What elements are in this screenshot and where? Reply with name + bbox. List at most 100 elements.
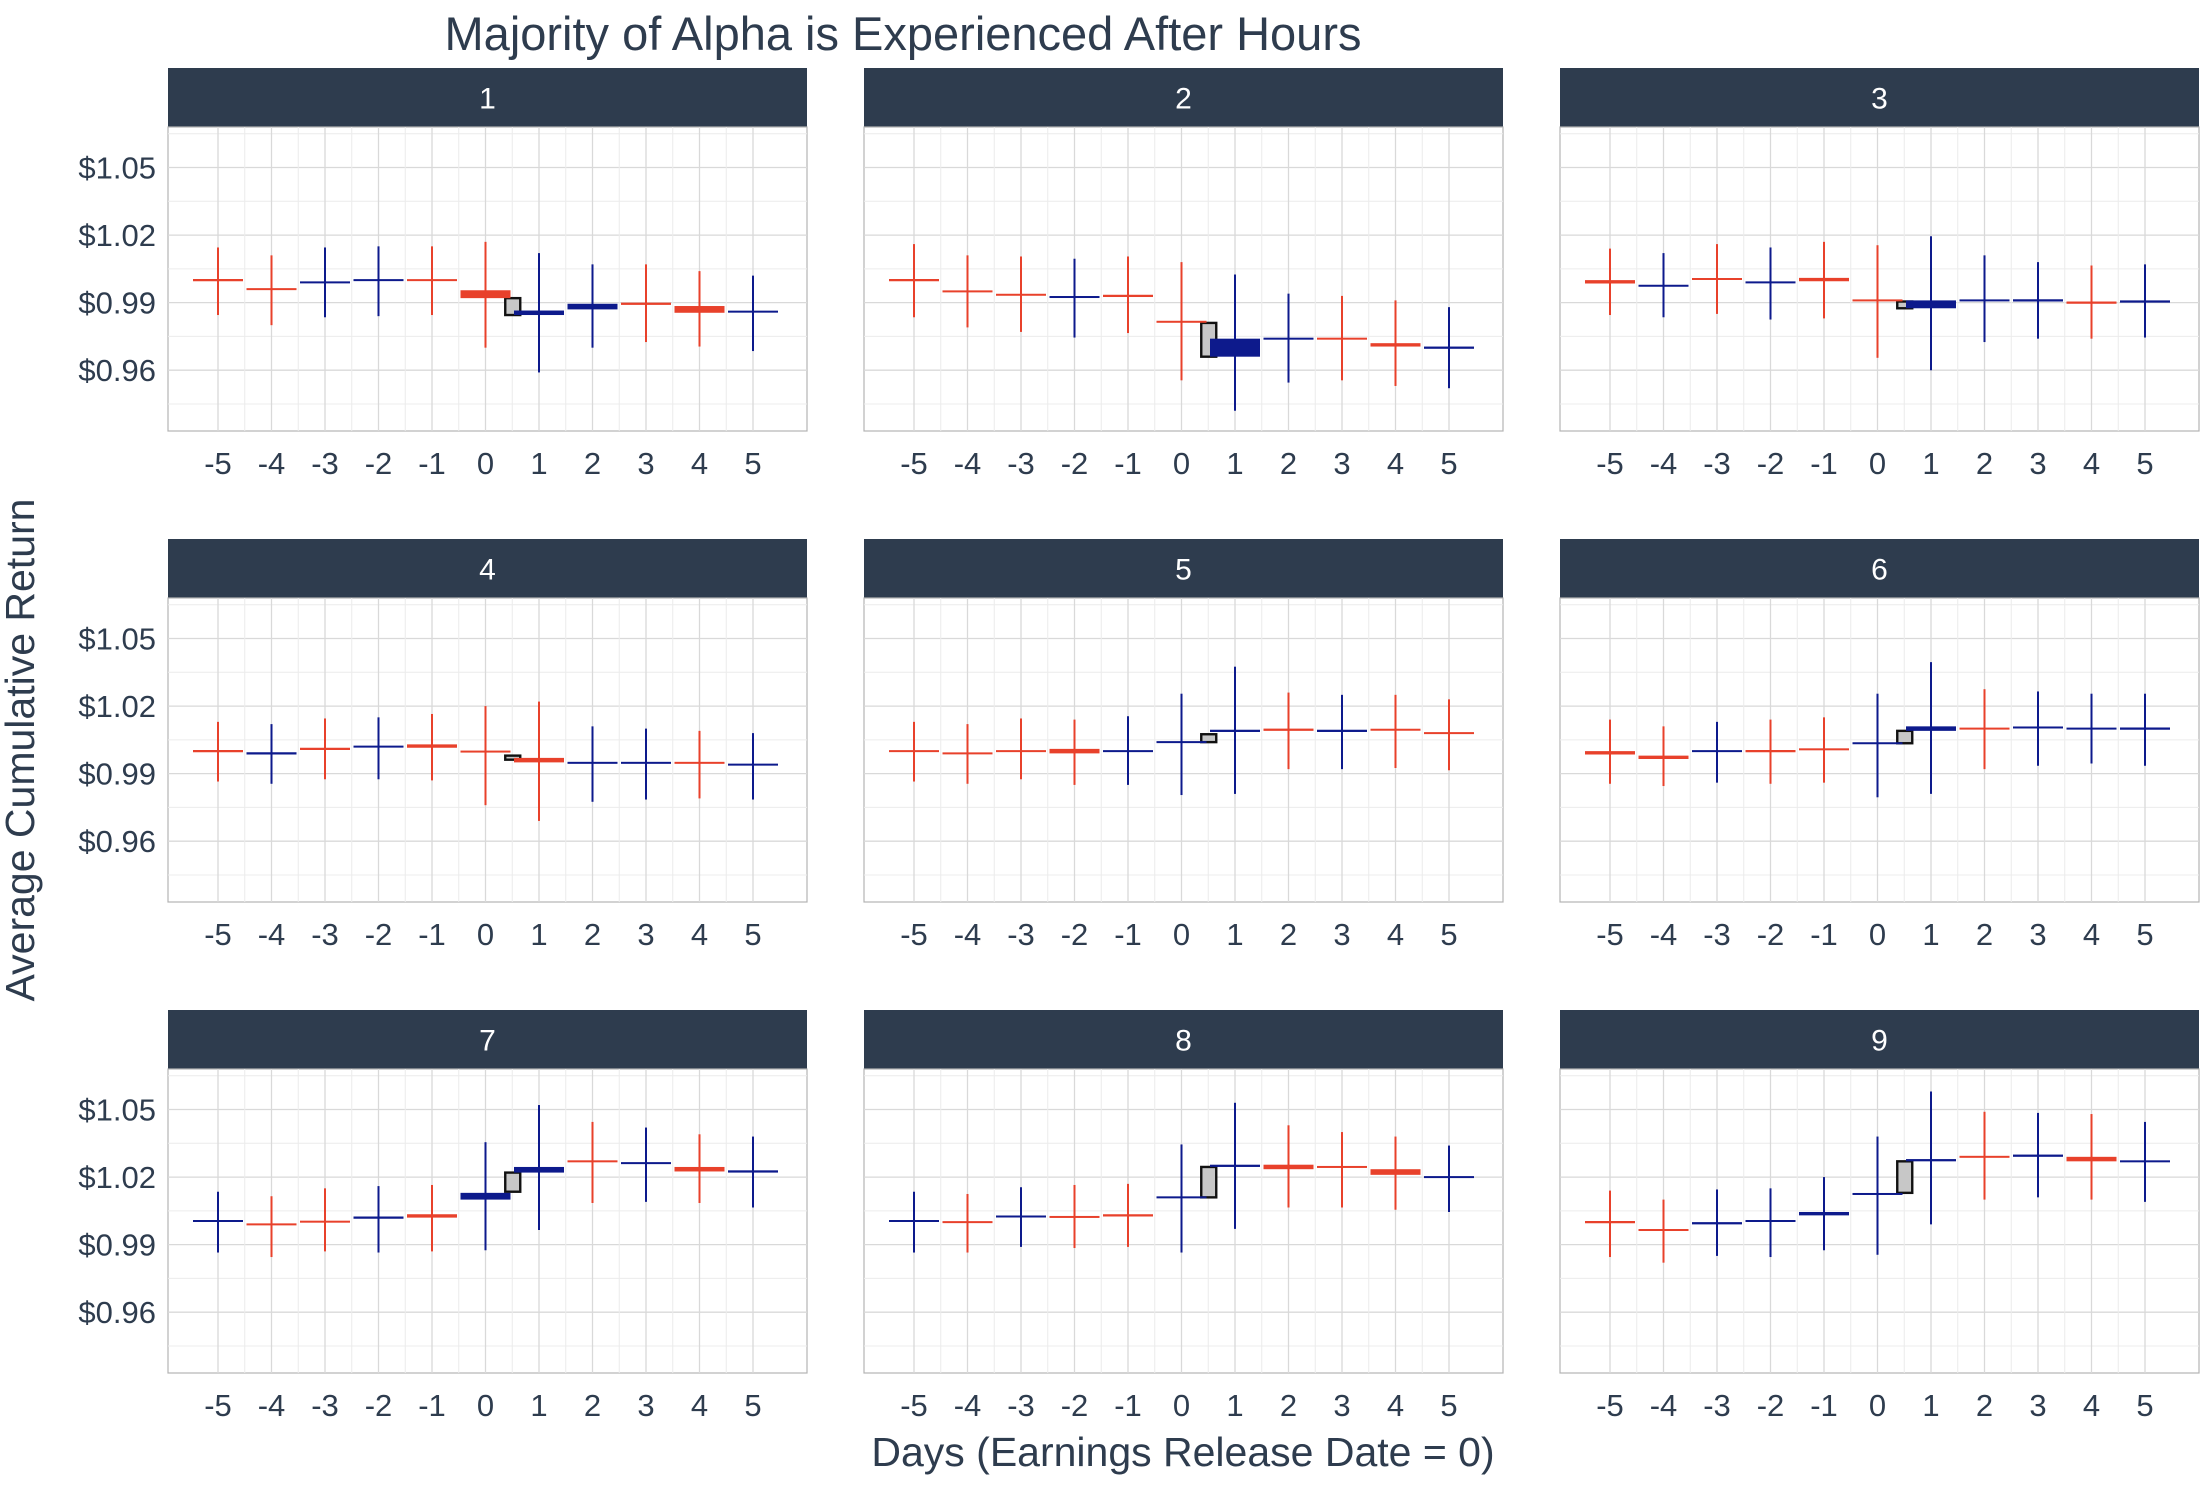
candle-body: [2066, 1156, 2117, 1162]
candle-day--1: [1799, 717, 1849, 783]
facet-strip-label: 4: [479, 554, 496, 587]
candle-day-0: [460, 241, 511, 348]
x-tick-label: 1: [1226, 446, 1243, 481]
x-tick-label: -1: [1114, 917, 1142, 952]
plot-area: [167, 126, 808, 432]
candle-day-0: [1852, 693, 1903, 798]
candle-day-4: [674, 730, 725, 799]
candle-day--3: [996, 256, 1046, 332]
candle-day-1: [1906, 236, 1956, 371]
candle-body: [1317, 337, 1367, 340]
candle-body: [193, 1220, 243, 1222]
x-tick-label: 4: [691, 1388, 708, 1423]
plot-area: [863, 1068, 1504, 1374]
candle-day-5: [728, 1136, 778, 1208]
candle-body: [1049, 296, 1100, 299]
facet-panel-4: 4 $1.05 $1.02 $0.99 $0.96 -5 -4 -3 -2 -1 0 1 2 3 4 5: [78, 539, 808, 952]
x-tick-label: -5: [204, 917, 232, 952]
candle-body: [1585, 1221, 1635, 1224]
candle-day--1: [407, 713, 457, 781]
candle-day--5: [889, 721, 939, 782]
x-tick-label: 0: [477, 917, 494, 952]
candle-day--1: [407, 1184, 457, 1252]
after-hours-gap-box: [1896, 1160, 1914, 1195]
candle-body: [621, 302, 671, 305]
candle-day--4: [942, 1193, 993, 1253]
x-tick-label: 2: [584, 446, 601, 481]
x-tick-label: -1: [1810, 917, 1838, 952]
candle-day--1: [1103, 716, 1153, 785]
candle-day--1: [1103, 256, 1153, 334]
candle-day-5: [1424, 1145, 1474, 1212]
plot-area: [1559, 1068, 2200, 1374]
x-tick-label: -3: [1007, 1388, 1035, 1423]
candle-body: [1370, 343, 1421, 347]
candle-day-2: [1263, 1125, 1314, 1208]
facet-panel-5: 5 -5 -4 -3 -2 -1 0 1 2 3 4 5: [863, 539, 1504, 952]
x-tick-label: 3: [2029, 1388, 2046, 1423]
x-tick-label: 3: [637, 1388, 654, 1423]
candle-body: [996, 293, 1046, 296]
candle-body: [1745, 750, 1796, 753]
candle-day-4: [2066, 693, 2117, 764]
x-tick-label: -4: [954, 446, 982, 481]
facet-strip-label: 8: [1175, 1025, 1192, 1058]
candle-day-2: [1959, 1111, 2010, 1200]
x-tick-label: -1: [1114, 446, 1142, 481]
candle-body: [2066, 727, 2117, 730]
x-tick-label: -4: [954, 917, 982, 952]
after-hours-gap-box: [504, 1171, 522, 1193]
x-tick-label: -4: [954, 1388, 982, 1423]
candle-day-3: [621, 728, 671, 800]
candle-day--5: [1585, 1190, 1635, 1258]
x-tick-label: 4: [1387, 1388, 1404, 1423]
x-tick-label: 2: [1976, 446, 1993, 481]
candle-body: [621, 1162, 671, 1165]
candle-day-4: [674, 1134, 725, 1203]
candle-day--1: [407, 246, 457, 316]
x-tick-label: -1: [418, 917, 446, 952]
facet-strip: [1560, 1010, 2199, 1069]
candle-body: [1103, 1214, 1153, 1217]
facet-strip: [864, 68, 1503, 127]
x-tick-label: -3: [1703, 1388, 1731, 1423]
candle-body: [1156, 1196, 1207, 1199]
candle-body: [1424, 346, 1474, 349]
candle-day-1: [514, 1105, 564, 1231]
candle-body: [514, 310, 564, 316]
x-tick-label: -5: [1596, 446, 1624, 481]
x-tick-label: 0: [1869, 917, 1886, 952]
x-tick-label: -1: [418, 446, 446, 481]
facet-strip: [168, 539, 807, 598]
after-hours-gap-box: [1896, 729, 1914, 745]
x-tick-label: -5: [900, 1388, 928, 1423]
candle-body: [567, 761, 618, 764]
x-tick-label: -1: [1114, 1388, 1142, 1423]
x-tick-label: 0: [1173, 917, 1190, 952]
facet-strip-label: 5: [1175, 554, 1192, 587]
candle-day-3: [1317, 1132, 1367, 1208]
y-tick-label: $0.96: [78, 1295, 156, 1330]
x-tick-label: -5: [1596, 1388, 1624, 1423]
x-axis-title: Days (Earnings Release Date = 0): [871, 1429, 1494, 1475]
y-tick-label: $0.96: [78, 824, 156, 859]
x-tick-label: -1: [1810, 446, 1838, 481]
candle-day-1: [1210, 1102, 1260, 1229]
candle-day--2: [353, 717, 404, 780]
candle-day--5: [889, 1191, 939, 1253]
candle-day--4: [1638, 1199, 1689, 1263]
candle-body: [942, 1221, 993, 1224]
x-tick-label: 0: [1869, 446, 1886, 481]
candle-body: [674, 761, 725, 764]
x-tick-label: 1: [1226, 1388, 1243, 1423]
facet-strip: [168, 1010, 807, 1069]
y-axis-title: Average Cumulative Return: [0, 499, 43, 1002]
facet-panel-1: 1 $1.05 $1.02 $0.99 $0.96 -5 -4 -3 -2 -1 0 1 2 3 4 5: [78, 68, 808, 481]
facet-strip: [864, 1010, 1503, 1069]
x-tick-label: 5: [744, 446, 761, 481]
facet-strip: [1560, 539, 2199, 598]
candle-day-2: [567, 726, 618, 802]
candle-body: [2013, 1154, 2063, 1157]
candle-body: [1317, 729, 1367, 732]
